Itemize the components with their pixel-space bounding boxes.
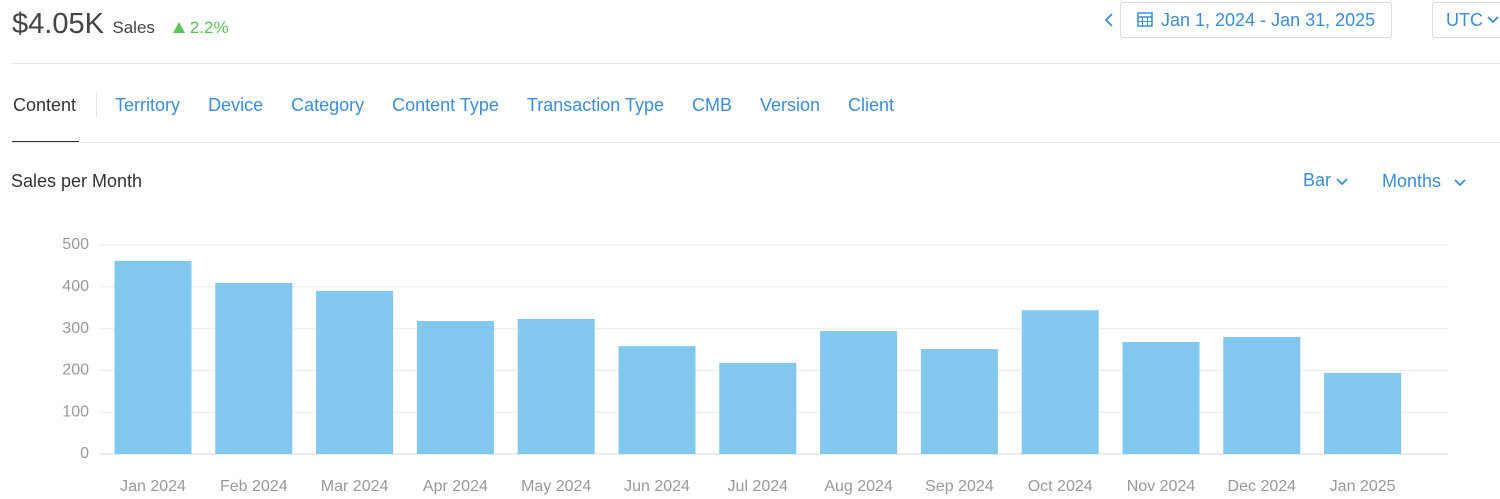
x-tick-label: Jun 2024: [624, 478, 690, 495]
tab[interactable]: Content: [13, 94, 77, 115]
x-tick-label: Aug 2024: [824, 478, 893, 495]
y-tick-label: 100: [62, 403, 89, 420]
up-arrow: [173, 22, 186, 33]
chevron: [1336, 178, 1348, 186]
bar: [215, 283, 293, 454]
change: 2.2%: [189, 18, 229, 37]
tab-bar: Content Territory Device Category Content Ty…: [13, 93, 922, 117]
chart-type-select[interactable]: Bar: [1303, 170, 1348, 191]
chevron: [1487, 16, 1499, 24]
x-tick-label: Feb 2024: [220, 478, 288, 495]
y-tick-label: 500: [62, 236, 89, 253]
bar: [618, 346, 696, 454]
tab[interactable]: Territory: [115, 94, 181, 115]
period-select[interactable]: Months: [1382, 171, 1466, 192]
x-tick-label: Jan 2025: [1330, 478, 1396, 495]
tab[interactable]: Transaction Type: [526, 94, 664, 115]
chart-type: Bar: [1303, 170, 1332, 190]
tab[interactable]: Content Type: [392, 94, 499, 115]
tab[interactable]: Category: [291, 94, 365, 115]
x-tick-label: May 2024: [521, 478, 591, 495]
period: Months: [1382, 171, 1442, 191]
bar: [1122, 341, 1200, 454]
bar: [719, 362, 797, 454]
x-tick-label: Apr 2024: [423, 478, 488, 495]
x-tick-label: Oct 2024: [1028, 478, 1093, 495]
total: $4.05K: [12, 8, 104, 40]
bar: [114, 260, 192, 454]
prev-button[interactable]: [1103, 12, 1115, 28]
metric: Sales: [112, 18, 155, 37]
bar: [1223, 336, 1301, 454]
x-tick-label: Nov 2024: [1127, 478, 1196, 495]
x-tick-label: Jul 2024: [728, 478, 789, 495]
y-tick-label: 300: [62, 320, 89, 337]
bar: [1021, 310, 1099, 454]
timezone-picker[interactable]: UTC: [1432, 2, 1500, 38]
summary: $4.05K Sales 2.2%: [12, 8, 229, 41]
bar: [920, 349, 998, 454]
x-tick-label: Sep 2024: [925, 478, 994, 495]
date-range: Jan 1, 2024 - Jan 31, 2025: [1161, 10, 1376, 30]
tab[interactable]: CMB: [691, 94, 732, 115]
timezone: UTC: [1446, 10, 1483, 30]
chart-title: Sales per Month: [11, 171, 143, 191]
bar: [416, 321, 494, 454]
bar: [517, 318, 595, 454]
chart: 0 100 200 300 400 500 Jan 2024 Feb 2024 Mar 2024…: [62, 236, 1448, 495]
y-tick-label: 400: [62, 278, 89, 295]
chevron: [1454, 179, 1466, 187]
x-tick-label: Mar 2024: [321, 478, 389, 495]
calendar-icon: [1137, 12, 1153, 27]
x-tick-label: Jan 2024: [120, 478, 186, 495]
date-picker[interactable]: Jan 1, 2024 - Jan 31, 2025: [1120, 2, 1392, 38]
divider: [12, 63, 1500, 64]
y-tick-label: 200: [62, 362, 89, 379]
divider: [12, 142, 1500, 143]
tab[interactable]: Version: [759, 94, 821, 115]
bar: [1324, 372, 1402, 454]
bar: [316, 290, 394, 454]
x-tick-label: Dec 2024: [1228, 478, 1297, 495]
tab-separator: [96, 93, 98, 117]
y-tick-label: 0: [80, 445, 89, 462]
tab[interactable]: Device: [208, 94, 264, 115]
bar: [820, 331, 898, 454]
tab[interactable]: Client: [848, 94, 895, 115]
